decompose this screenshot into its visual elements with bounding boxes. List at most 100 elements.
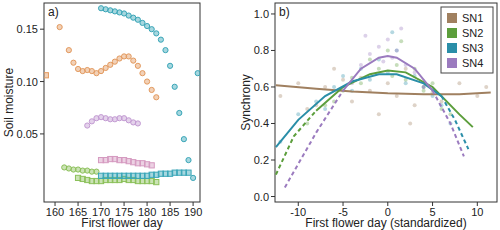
y-axis-label: Synchrony xyxy=(239,74,253,131)
data-point xyxy=(172,84,177,89)
data-point xyxy=(149,87,154,92)
data-point xyxy=(154,180,159,185)
panel-title: b) xyxy=(279,5,290,19)
data-point xyxy=(323,107,327,111)
data-point xyxy=(377,45,381,49)
legend-swatch xyxy=(447,13,457,23)
data-point xyxy=(386,81,390,85)
data-point xyxy=(413,103,417,107)
data-point xyxy=(404,67,408,71)
x-axis-label: First flower day xyxy=(81,216,162,230)
data-point xyxy=(85,123,90,128)
data-point xyxy=(167,63,172,68)
data-point xyxy=(278,94,282,98)
data-point xyxy=(377,67,381,71)
data-point xyxy=(190,175,195,180)
data-point xyxy=(296,112,300,116)
data-point xyxy=(422,89,426,93)
legend-swatch xyxy=(447,28,457,38)
y-tick-label: 0.4 xyxy=(254,117,269,129)
data-point xyxy=(386,48,390,52)
series-line xyxy=(276,74,442,147)
y-tick-label: 0.0 xyxy=(254,191,269,203)
data-point xyxy=(135,121,140,126)
data-point xyxy=(341,74,345,78)
plot-frame xyxy=(44,3,200,202)
legend-label: SN4 xyxy=(462,57,483,69)
data-point xyxy=(195,71,200,76)
y-tick-label: 1.0 xyxy=(254,8,269,20)
y-tick xyxy=(271,196,275,197)
series-line xyxy=(343,56,433,91)
data-point xyxy=(66,48,71,53)
data-point xyxy=(422,85,426,89)
data-point xyxy=(377,112,381,116)
data-point xyxy=(381,59,385,63)
panel-title: a) xyxy=(48,5,59,19)
data-point xyxy=(44,73,48,78)
data-point xyxy=(154,31,159,36)
series-line xyxy=(316,71,473,128)
legend-label: SN3 xyxy=(462,42,483,54)
y-tick-label: 0.05 xyxy=(17,128,38,140)
y-tick xyxy=(40,29,44,30)
data-point xyxy=(395,48,399,52)
data-point xyxy=(154,95,159,100)
data-point xyxy=(368,78,372,82)
data-point xyxy=(395,48,399,52)
data-point xyxy=(186,158,191,163)
data-point xyxy=(158,37,163,42)
data-point xyxy=(332,85,336,89)
legend-label: SN1 xyxy=(462,12,483,24)
data-point xyxy=(163,48,168,53)
data-point xyxy=(296,81,300,85)
legend-swatch xyxy=(447,43,457,53)
y-tick xyxy=(271,123,275,124)
x-tick-label: -10 xyxy=(290,206,306,218)
data-point xyxy=(399,39,403,43)
x-tick-label: 185 xyxy=(161,206,179,218)
y-tick xyxy=(271,86,275,87)
series-line xyxy=(285,91,343,188)
data-point xyxy=(368,52,372,56)
series-line xyxy=(433,91,464,157)
y-tick-label: 0.15 xyxy=(17,23,38,35)
data-point xyxy=(57,24,62,29)
x-tick-label: 160 xyxy=(46,206,64,218)
plot-area xyxy=(44,6,200,185)
data-point xyxy=(181,137,186,142)
data-point xyxy=(395,63,399,67)
data-point xyxy=(71,60,76,65)
data-point xyxy=(149,27,154,32)
data-point xyxy=(431,81,435,85)
y-axis-label: Soil moisture xyxy=(2,67,16,137)
y-tick xyxy=(271,160,275,161)
data-point xyxy=(404,81,408,85)
data-point xyxy=(144,79,149,84)
plot-frame xyxy=(275,3,497,202)
data-point xyxy=(399,27,403,31)
data-point xyxy=(484,85,488,89)
data-point xyxy=(368,58,372,62)
data-point xyxy=(177,110,182,115)
data-point xyxy=(390,30,394,34)
data-point xyxy=(386,38,390,42)
chart: 1601651701751801851900.050.100.15First f… xyxy=(0,0,500,230)
x-tick-label: 190 xyxy=(184,206,202,218)
data-point xyxy=(363,34,367,38)
legend-label: SN2 xyxy=(462,27,483,39)
legend-swatch xyxy=(447,58,457,68)
data-point xyxy=(408,121,412,125)
y-tick-label: 0.6 xyxy=(254,81,269,93)
data-point xyxy=(359,81,363,85)
data-point xyxy=(359,63,363,67)
data-point xyxy=(323,85,327,89)
data-point xyxy=(341,78,345,82)
data-point xyxy=(395,94,399,98)
data-point xyxy=(422,85,426,89)
data-point xyxy=(186,170,191,175)
series-line xyxy=(442,96,469,149)
data-point xyxy=(131,58,136,63)
legend: SN1 SN2 SN3 SN4 xyxy=(441,7,493,73)
data-point xyxy=(149,163,154,168)
